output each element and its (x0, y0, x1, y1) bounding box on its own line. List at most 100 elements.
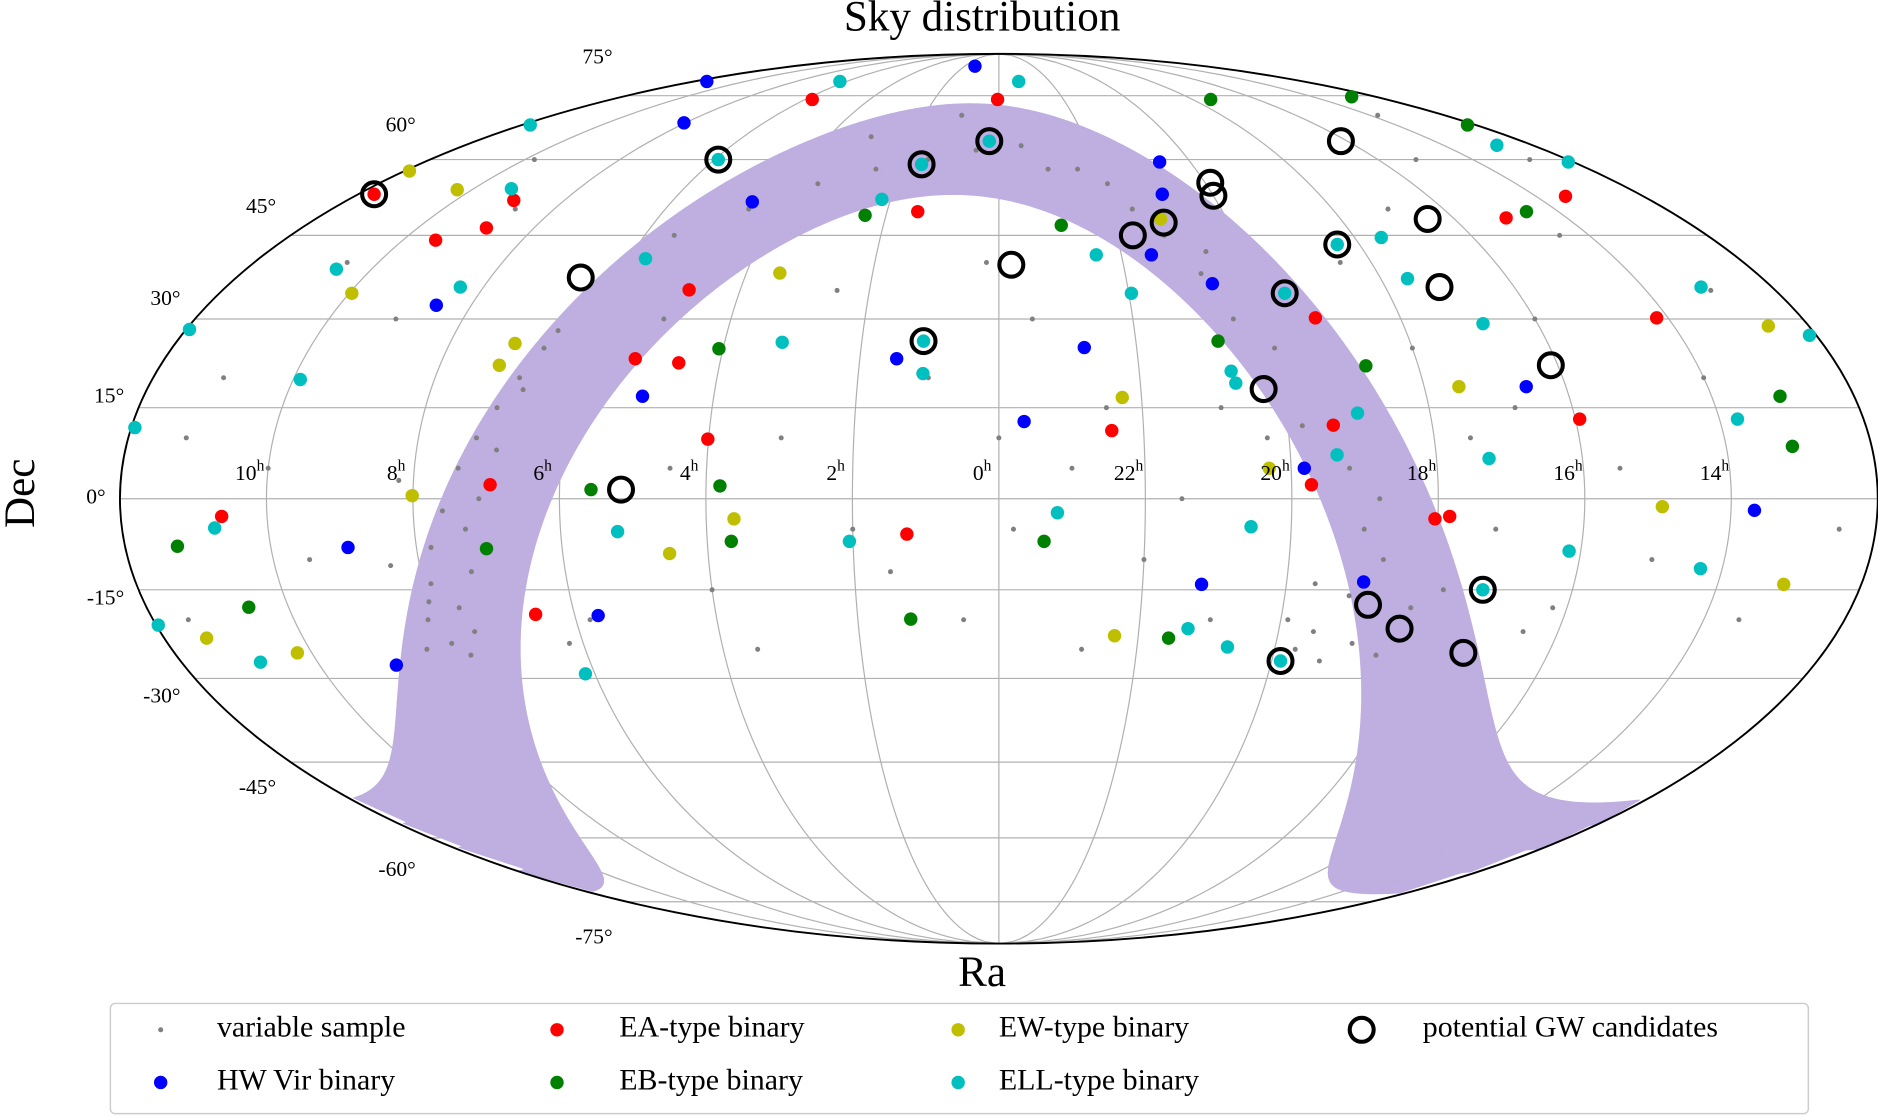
binary-point (700, 74, 714, 89)
sample-point (1836, 526, 1842, 532)
gw-candidate (566, 263, 595, 292)
sample-point (1179, 496, 1185, 502)
sample-point (961, 617, 967, 623)
gw-candidate (1149, 208, 1178, 237)
sample-point (1203, 249, 1209, 255)
y-tick-label: 60° (386, 112, 416, 136)
binary-point (1499, 211, 1513, 225)
gw-candidate (704, 145, 733, 174)
binary-point (1273, 654, 1288, 668)
binary-point (1229, 376, 1243, 390)
binary-point (1152, 155, 1167, 169)
sample-point (587, 617, 593, 623)
binary-point (508, 336, 522, 351)
x-tick-label: 20h (1260, 457, 1290, 485)
binary-point (875, 192, 889, 207)
binary-point (1304, 477, 1319, 492)
binary-point (916, 334, 931, 348)
sample-point (1440, 587, 1446, 593)
binary-point (745, 195, 760, 209)
binary-point (578, 667, 593, 681)
sample-point (541, 345, 547, 351)
y-tick-label: 30° (150, 286, 180, 310)
sample-point (531, 157, 537, 163)
sample-point (1413, 157, 1419, 163)
x-tick-label: 14h (1700, 457, 1730, 485)
binary-point (1558, 189, 1573, 203)
binary-point (1649, 311, 1664, 325)
sample-point (566, 640, 572, 646)
sample-point (973, 147, 979, 153)
galactic-band (1447, 639, 1477, 663)
sample-point (462, 526, 468, 532)
sample-point (1218, 405, 1224, 411)
y-tick-label: -60° (378, 857, 415, 881)
sample-point (1312, 581, 1318, 587)
sample-point (1075, 166, 1081, 172)
sample-point (468, 652, 474, 658)
binary-point (151, 618, 165, 632)
sample-point (1103, 405, 1109, 411)
binary-point (389, 658, 404, 672)
sample-point (1104, 181, 1111, 187)
binary-point (1519, 379, 1533, 394)
sample-point (494, 405, 500, 411)
binary-point (329, 262, 344, 276)
sample-point (396, 477, 402, 483)
x-tick-label: 4h (680, 457, 699, 485)
sample-point (428, 544, 434, 550)
sample-point (1736, 617, 1742, 623)
sample-point (183, 435, 189, 441)
binary-point (402, 164, 417, 178)
binary-point (405, 488, 419, 503)
binary-point (1655, 499, 1670, 514)
legend-label: ELL-type binary (999, 1063, 1199, 1096)
binary-point (1561, 155, 1576, 169)
binary-point (450, 183, 464, 197)
legend-marker (158, 1027, 164, 1033)
sample-point (1310, 629, 1316, 635)
sample-point (1349, 640, 1355, 646)
binary-point (428, 233, 443, 247)
gw-candidate (1413, 204, 1442, 233)
binary-point (1244, 520, 1258, 534)
y-tick-label: 0° (86, 485, 105, 509)
gw-candidate (360, 180, 389, 209)
binary-point (1124, 286, 1139, 300)
binary-point (805, 92, 819, 107)
sample-point (1198, 271, 1204, 277)
sample-point (1361, 526, 1367, 532)
binary-point (341, 540, 355, 555)
galactic-band (914, 106, 924, 130)
binary-point (1050, 506, 1065, 520)
binary-point (1054, 218, 1068, 232)
sample-point (1373, 652, 1379, 658)
binary-point (1161, 631, 1176, 645)
y-axis-label: Dec (0, 459, 44, 528)
galactic-band (899, 129, 909, 154)
x-tick-label: 8h (387, 457, 406, 485)
binary-point (207, 521, 222, 535)
binary-point (1262, 461, 1276, 475)
sample-point (959, 112, 965, 118)
binary-point (1356, 575, 1371, 589)
sample-point (873, 166, 879, 172)
galactic-band (402, 821, 468, 847)
binary-point (504, 182, 519, 196)
binary-point (900, 527, 914, 541)
x-tick-label: 0h (973, 457, 992, 485)
sample-point (983, 260, 989, 266)
legend-box (109, 1002, 1810, 1115)
binary-point (1224, 364, 1238, 378)
binary-point (982, 134, 996, 148)
y-tick-label: -75° (575, 925, 612, 949)
binary-point (479, 541, 494, 556)
sample-point (439, 508, 445, 514)
galactic-band (907, 108, 917, 131)
sample-point (1375, 112, 1381, 118)
legend-marker (1347, 1015, 1376, 1044)
binary-point (1476, 316, 1490, 331)
binary-point (170, 539, 185, 553)
binary-point (1017, 414, 1031, 429)
sample-point (778, 435, 784, 441)
